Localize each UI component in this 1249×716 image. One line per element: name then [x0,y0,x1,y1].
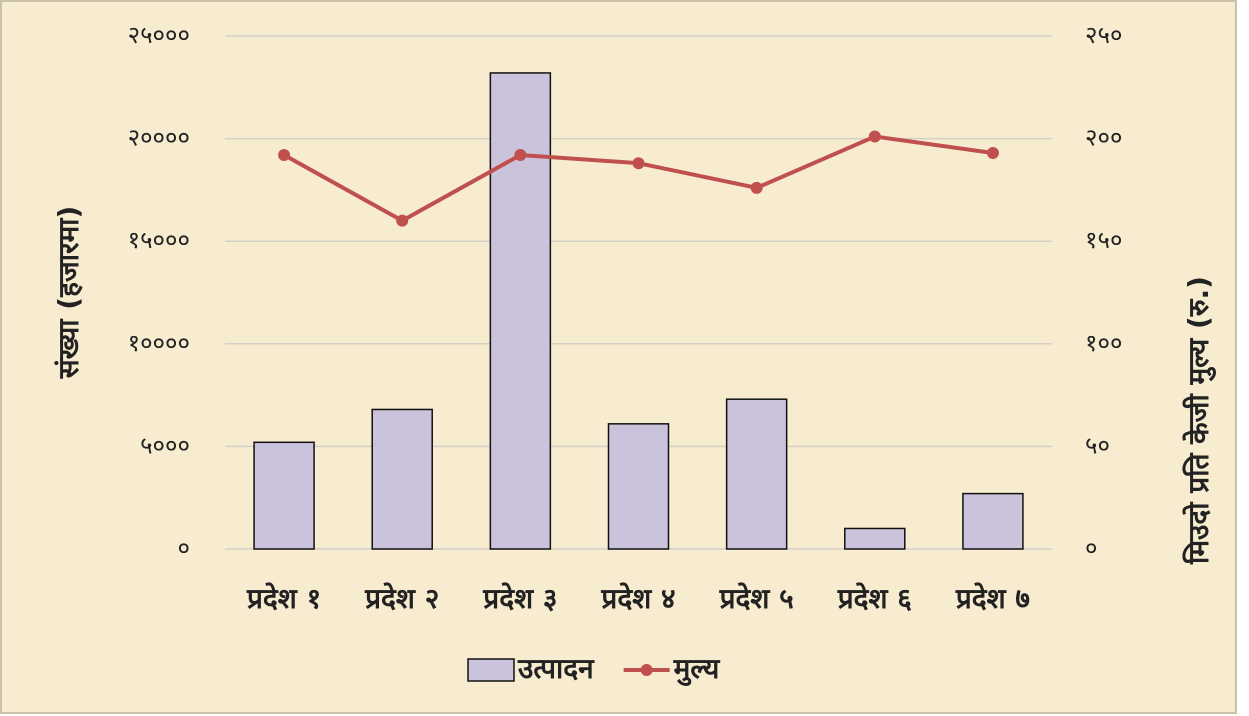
x-tick-label: प्रदेश ३ [482,582,557,615]
y-tick-label: २०००० [128,124,190,152]
y2-axis-title: मिउदो प्रति केजी मुल्य (रु.) [1182,276,1216,565]
line-marker [514,149,527,162]
bar [962,492,1024,550]
y2-tick-label: १५० [1085,226,1122,254]
bar [607,423,670,550]
y2-tick-label: १०० [1085,329,1122,357]
y2-tick-label: २५० [1085,21,1122,49]
line-marker [396,214,409,227]
y2-tick-label: ० [1085,534,1097,562]
x-tick-label: प्रदेश २ [364,582,439,615]
y-tick-label: १०००० [128,329,190,357]
y-tick-label: १५००० [128,226,190,254]
x-tick-label: प्रदेश ७ [955,582,1030,615]
bar [844,527,906,550]
line-marker [632,157,645,170]
y-axis-title: संख्या (हजारमा) [52,206,85,380]
y-tick-label: ५००० [140,431,190,459]
line-marker [750,181,763,194]
x-tick-label: प्रदेश ४ [600,582,675,615]
bar [371,408,433,550]
legend-label: उत्पादन [517,652,595,685]
legend-label: मुल्य [673,652,722,686]
y2-tick-label: ५० [1085,431,1110,459]
y-tick-label: ० [178,534,190,562]
x-tick-label: प्रदेश १ [246,582,321,615]
bar [489,72,552,550]
bar [253,441,315,550]
bar [725,398,788,550]
x-tick-label: प्रदेश ५ [719,582,794,615]
y2-tick-label: २०० [1085,124,1122,152]
line-marker [868,130,881,143]
line-marker [986,146,999,159]
legend-swatch-marker [640,664,653,676]
legend-swatch [467,658,515,682]
y-tick-label: २५००० [128,21,190,49]
line-marker [278,149,291,162]
x-tick-label: प्रदेश ६ [837,582,912,615]
